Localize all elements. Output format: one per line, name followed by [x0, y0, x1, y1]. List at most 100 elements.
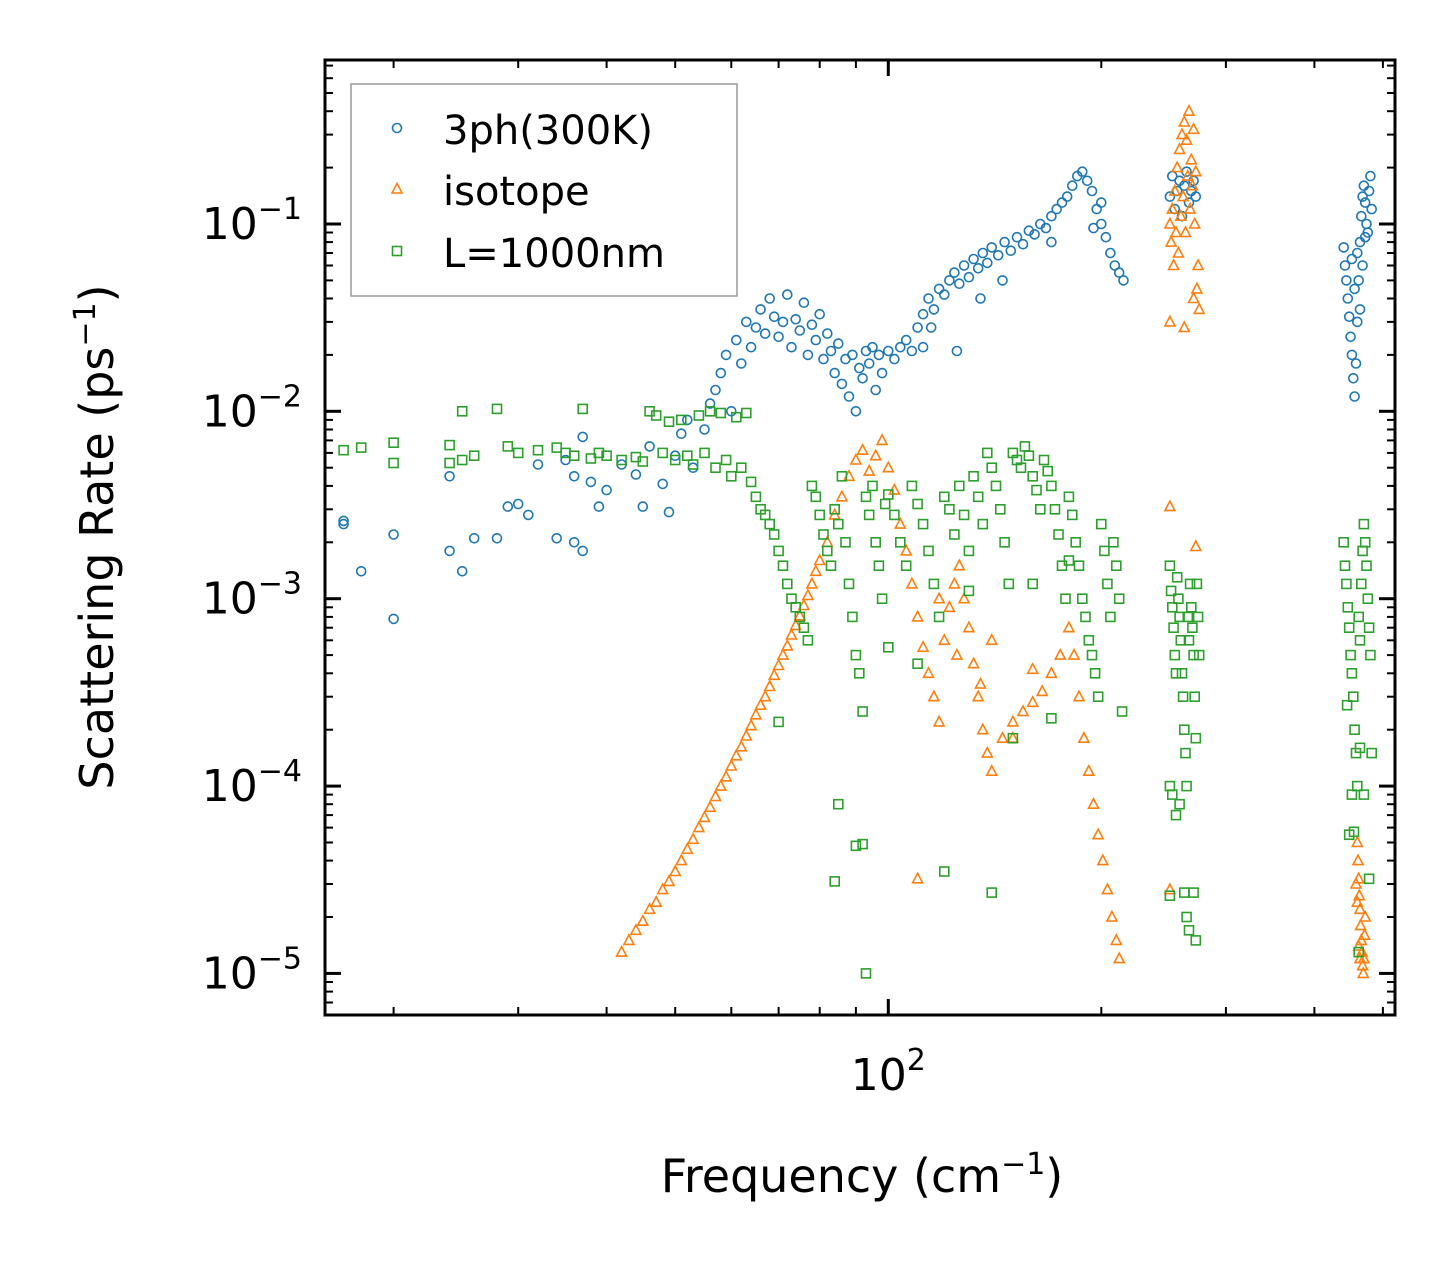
series-isotope-point — [1035, 684, 1049, 697]
series-3ph-point — [1077, 166, 1088, 177]
series-3ph-point — [1190, 191, 1202, 202]
series-boundary-point — [1031, 484, 1042, 496]
series-3ph-point — [1352, 316, 1363, 328]
series-boundary-point — [1105, 611, 1116, 623]
series-boundary-point — [821, 545, 833, 557]
series-boundary-point — [750, 491, 762, 503]
series-boundary-point — [840, 536, 851, 548]
series-isotope-point — [758, 689, 772, 702]
legend-marker-boundary — [391, 245, 403, 257]
series-boundary-point — [906, 480, 918, 492]
series-isotope-point — [967, 656, 980, 669]
series-boundary-point — [938, 866, 950, 877]
series-isotope-point — [1189, 539, 1203, 552]
series-boundary-point — [777, 560, 789, 572]
series-isotope-point — [1082, 763, 1096, 777]
series-isotope-point — [1354, 918, 1367, 931]
series-boundary-point — [977, 518, 989, 530]
series-boundary-point — [836, 470, 848, 482]
series-isotope-point — [1356, 966, 1370, 979]
series-boundary-point — [1191, 578, 1203, 590]
series-isotope-point — [1186, 178, 1199, 191]
series-boundary-point — [968, 470, 979, 482]
series-boundary-point — [1356, 578, 1367, 590]
series-3ph-point — [806, 319, 818, 331]
y-tick-label: 10−2 — [202, 379, 302, 437]
series-3ph-point — [585, 476, 597, 488]
series-boundary-point — [958, 509, 970, 521]
series-boundary-point — [710, 462, 721, 474]
series-boundary-point — [1342, 601, 1354, 613]
series-3ph-point — [1056, 197, 1068, 208]
series-3ph-point — [1356, 210, 1367, 222]
series-boundary-point — [798, 622, 810, 634]
series-boundary-point — [1346, 667, 1358, 679]
series-boundary-point — [1108, 536, 1119, 548]
series-3ph-point — [1118, 275, 1129, 286]
series-3ph-point — [644, 441, 655, 452]
series-isotope-point — [636, 913, 650, 927]
series-isotope-point — [962, 620, 976, 633]
series-3ph-point — [768, 311, 780, 323]
series-2 — [338, 403, 1377, 979]
series-isotope-point — [754, 697, 767, 711]
series-3ph-point — [951, 345, 963, 357]
series-isotope-point — [1169, 225, 1183, 238]
series-boundary-point — [740, 407, 752, 419]
series-3ph-point — [750, 322, 762, 333]
series-isotope-point — [980, 745, 994, 758]
series-isotope-point — [1351, 853, 1365, 866]
series-isotope-point — [1353, 902, 1367, 915]
series-isotope-point — [1105, 909, 1119, 922]
series-boundary-point — [616, 454, 627, 466]
series-boundary-point — [1007, 732, 1019, 744]
series-3ph-point — [388, 529, 399, 540]
series-boundary-point — [1183, 634, 1195, 646]
series-boundary-point — [1175, 634, 1187, 646]
series-isotope-point — [1187, 122, 1200, 135]
series-boundary-point — [764, 518, 776, 530]
series-3ph-point — [444, 545, 455, 557]
series-3ph-point — [857, 372, 868, 384]
series-isotope-point — [622, 933, 636, 946]
series-3ph-point — [1343, 311, 1355, 323]
series-boundary-point — [669, 454, 681, 466]
series-3ph-point — [764, 293, 776, 304]
series-3ph-point — [1088, 222, 1099, 234]
series-boundary-point — [863, 509, 875, 521]
series-boundary-point — [773, 716, 784, 728]
series-boundary-point — [1003, 578, 1015, 590]
series-boundary-point — [720, 454, 732, 466]
series-isotope-point — [692, 820, 706, 833]
series-3ph-point — [681, 414, 693, 426]
series-boundary-point — [768, 529, 780, 540]
series-3ph-point — [972, 262, 984, 274]
series-boundary-point — [1363, 622, 1375, 634]
series-boundary-point — [1346, 789, 1358, 800]
series-boundary-point — [781, 578, 793, 590]
series-isotope-point — [662, 874, 676, 887]
series-isotope-point — [1163, 882, 1177, 895]
series-boundary-point — [972, 491, 984, 503]
series-3ph-point — [1350, 358, 1362, 369]
series-boundary-point — [981, 447, 993, 459]
series-isotope-point — [1077, 730, 1091, 744]
series-boundary-point — [876, 593, 888, 605]
series-boundary-point — [829, 876, 841, 887]
series-boundary-point — [1063, 555, 1075, 566]
series-boundary-point — [857, 838, 868, 850]
series-boundary-point — [1179, 724, 1190, 736]
series-boundary-point — [832, 518, 844, 530]
series-boundary-point — [1193, 649, 1205, 661]
series-3ph-point — [975, 293, 986, 304]
series-isotope-point — [1045, 666, 1058, 679]
series-3ph-point — [786, 341, 797, 353]
series-3ph-point — [735, 358, 747, 369]
series-isotope-point — [615, 944, 628, 957]
series-3ph-point — [814, 308, 826, 320]
series-isotope-point — [911, 871, 924, 884]
series-3ph-point — [1365, 170, 1376, 182]
series-boundary-point — [1077, 593, 1088, 605]
series-boundary-point — [1046, 712, 1057, 724]
